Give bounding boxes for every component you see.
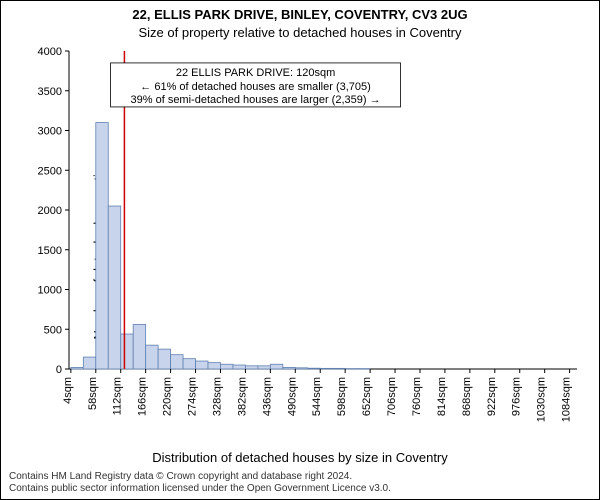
svg-text:706sqm: 706sqm [386,377,398,416]
histogram-bar [308,368,320,369]
histogram-bar [83,357,95,369]
svg-text:1084sqm: 1084sqm [561,377,573,422]
histogram-bar [320,368,332,369]
histogram-bar [133,324,145,369]
histogram-bar [71,367,83,369]
svg-text:4sqm: 4sqm [62,377,74,404]
svg-text:382sqm: 382sqm [236,377,248,416]
footer-line-2: Contains public sector information licen… [9,483,591,495]
chart-title-1: 22, ELLIS PARK DRIVE, BINLEY, COVENTRY, … [1,7,599,22]
svg-text:1030sqm: 1030sqm [536,377,548,422]
info-box: 22 ELLIS PARK DRIVE: 120sqm ← 61% of deta… [111,63,401,107]
svg-text:1000: 1000 [38,285,62,297]
svg-text:436sqm: 436sqm [261,377,273,416]
histogram-bar [258,366,270,369]
histogram-bar [146,345,158,369]
svg-text:652sqm: 652sqm [361,377,373,416]
info-line-3: 39% of semi-detached houses are larger (… [131,94,381,106]
histogram-bar [333,368,345,369]
svg-text:274sqm: 274sqm [187,377,199,416]
svg-text:814sqm: 814sqm [436,377,448,416]
svg-text:2500: 2500 [38,165,62,177]
histogram-bar [196,361,208,369]
svg-text:1500: 1500 [38,245,62,257]
svg-text:328sqm: 328sqm [211,377,223,416]
histogram-bar [158,349,170,369]
svg-text:490sqm: 490sqm [286,377,298,416]
svg-text:220sqm: 220sqm [162,377,174,416]
info-line-1: 22 ELLIS PARK DRIVE: 120sqm [176,67,335,79]
svg-text:0: 0 [56,364,62,376]
histogram-bar [283,367,295,369]
svg-text:868sqm: 868sqm [461,377,473,416]
histogram-bar [270,364,282,369]
footer-line-1: Contains HM Land Registry data © Crown c… [9,471,591,483]
svg-text:4000: 4000 [38,46,62,58]
footer-text: Contains HM Land Registry data © Crown c… [9,471,591,495]
histogram-bar [108,206,120,369]
histogram-bar [233,365,245,369]
svg-text:2000: 2000 [38,205,62,217]
histogram-svg: 050010001500200025003000350040004sqm58sq… [69,49,579,369]
info-line-2: ← 61% of detached houses are smaller (3,… [140,81,371,93]
chart-title-2: Size of property relative to detached ho… [1,25,599,40]
svg-text:3000: 3000 [38,126,62,138]
svg-text:544sqm: 544sqm [311,377,323,416]
histogram-bar [220,364,232,369]
plot-area: 050010001500200025003000350040004sqm58sq… [69,49,579,369]
histogram-bar [208,363,220,369]
svg-text:976sqm: 976sqm [511,377,523,416]
chart-container: 22, ELLIS PARK DRIVE, BINLEY, COVENTRY, … [0,0,600,500]
histogram-bar [295,368,307,369]
svg-text:500: 500 [44,324,62,336]
histogram-bar [96,123,108,369]
histogram-bar [171,355,183,369]
x-axis-label: Distribution of detached houses by size … [1,450,599,465]
histogram-bar [183,359,195,369]
histogram-bar [245,366,257,369]
svg-text:760sqm: 760sqm [411,377,423,416]
svg-text:3500: 3500 [38,86,62,98]
svg-text:598sqm: 598sqm [336,377,348,416]
svg-text:166sqm: 166sqm [137,377,149,416]
svg-text:58sqm: 58sqm [87,377,99,410]
histogram-bar [121,334,133,369]
svg-text:922sqm: 922sqm [486,377,498,416]
svg-text:112sqm: 112sqm [112,377,124,415]
